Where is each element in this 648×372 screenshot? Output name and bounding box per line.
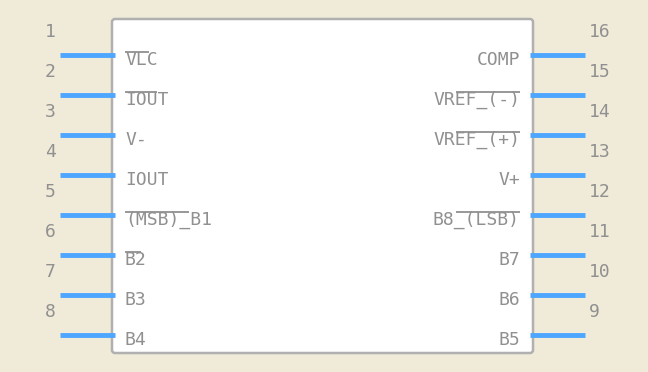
Text: IOUT: IOUT [125,91,168,109]
Text: (MSB)_B1: (MSB)_B1 [125,211,212,229]
Text: B6: B6 [498,291,520,309]
Text: B5: B5 [498,331,520,349]
Text: 6: 6 [45,223,56,241]
Text: B4: B4 [125,331,146,349]
Text: VREF_(-): VREF_(-) [433,91,520,109]
Text: 10: 10 [589,263,611,281]
Text: 5: 5 [45,183,56,201]
Text: 3: 3 [45,103,56,121]
Text: V-: V- [125,131,146,149]
Text: VLC: VLC [125,51,157,69]
Text: 4: 4 [45,143,56,161]
Text: 13: 13 [589,143,611,161]
Text: 11: 11 [589,223,611,241]
FancyBboxPatch shape [112,19,533,353]
Text: 14: 14 [589,103,611,121]
Text: 2: 2 [45,63,56,81]
Text: 9: 9 [589,303,600,321]
Text: 16: 16 [589,23,611,41]
Text: 7: 7 [45,263,56,281]
Text: B8_(LSB): B8_(LSB) [433,211,520,229]
Text: B7: B7 [498,251,520,269]
Text: VREF_(+): VREF_(+) [433,131,520,149]
Text: B2: B2 [125,251,146,269]
Text: IOUT: IOUT [125,171,168,189]
Text: 15: 15 [589,63,611,81]
Text: 1: 1 [45,23,56,41]
Text: COMP: COMP [476,51,520,69]
Text: B3: B3 [125,291,146,309]
Text: 12: 12 [589,183,611,201]
Text: 8: 8 [45,303,56,321]
Text: V+: V+ [498,171,520,189]
